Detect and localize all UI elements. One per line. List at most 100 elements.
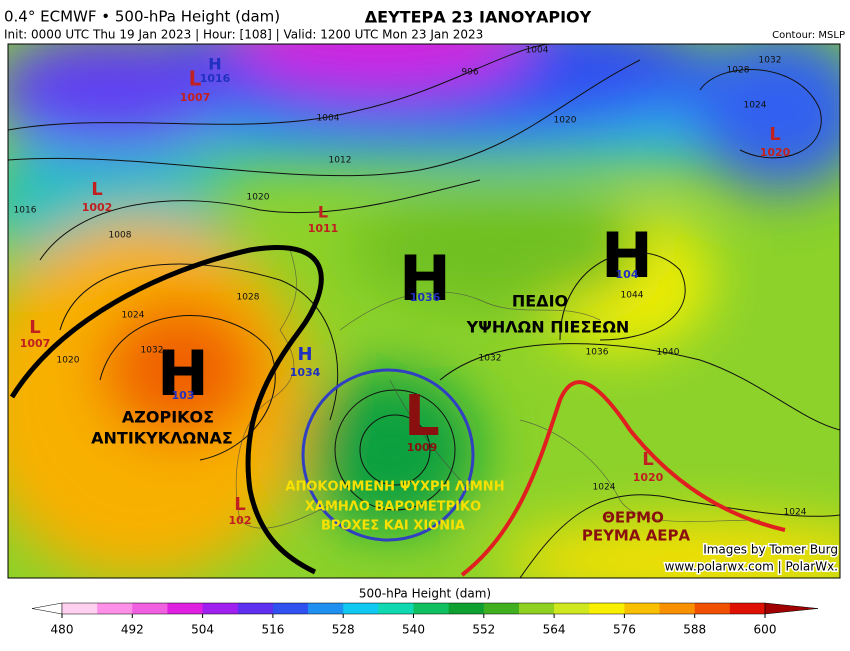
contour-label: 1016 [14, 206, 37, 216]
center-value: 1016 [200, 72, 231, 85]
center-letter: L [404, 384, 440, 449]
contour-label: 1012 [329, 156, 352, 166]
colorbar-segment [378, 603, 414, 614]
center-value: 104 [616, 268, 639, 281]
title: 0.4° ECMWF • 500-hPa Height (dam) [4, 8, 280, 26]
colorbar-tick-label: 540 [402, 623, 425, 637]
center-letter: H [208, 55, 221, 74]
annotation: ΡΕΥΜΑ ΑΕΡΑ [582, 527, 691, 545]
contour-label: 1044 [621, 291, 644, 301]
colorbar-segment [308, 603, 344, 614]
contour-label: 1028 [237, 293, 260, 303]
colorbar-tick-label: 504 [191, 623, 214, 637]
contour-label: 1028 [727, 66, 750, 76]
center-letter: L [769, 124, 780, 145]
contour-label: 1024 [122, 311, 145, 321]
center-letter: L [318, 203, 328, 222]
colorbar-segment [272, 603, 309, 614]
contour-label: 996 [461, 68, 478, 78]
center-letter: L [29, 317, 40, 338]
colorbar-tick-label: 564 [543, 623, 566, 637]
annotation: ΑΖΟΡΙΚΟΣ [122, 408, 214, 427]
center-letter: L [189, 67, 202, 91]
colorbar-segment [343, 603, 379, 614]
annotations: ΑΖΟΡΙΚΟΣ ΑΝΤΙΚΥΚΛΩΝΑΣ ΠΕΔΙΟ ΥΨΗΛΩΝ ΠΙΕΣΕΩΝ Α… [91, 292, 690, 545]
contour-label: 1020 [247, 193, 270, 203]
contour-label: 1032 [759, 56, 782, 66]
colorbar-end [764, 602, 819, 615]
annotation: ΧΑΜΗΛΟ ΒΑΡΟΜΕΤΡΙΚΟ [305, 500, 481, 515]
colorbar-segment [237, 603, 274, 614]
annotation: ΒΡΟΧΕΣ ΚΑΙ ΧΙΟΝΙΑ [321, 519, 465, 534]
colorbar-segment [729, 603, 766, 614]
colorbar-segment [413, 603, 450, 614]
colorbar-segment [694, 603, 731, 614]
center-value: 1036 [410, 291, 441, 304]
contour-label: 1036 [586, 348, 609, 358]
map-frame [7, 43, 841, 579]
center-value: 1020 [760, 146, 791, 159]
center-value: 1011 [308, 222, 339, 235]
colorbar-segment [554, 603, 590, 614]
colorbar-segment [62, 603, 98, 614]
colorbar-segment [167, 603, 204, 614]
init-line: Init: 0000 UTC Thu 19 Jan 2023 | Hour: [… [4, 28, 483, 42]
annotation: ΑΠΟΚΟΜΜΕΝΗ ΨΥΧΡΗ ΛΙΜΝΗ [285, 480, 504, 495]
credit: www.polarwx.com | PolarWx. [665, 560, 838, 574]
center-value: 1009 [407, 441, 438, 454]
contour-label: 1020 [554, 116, 577, 126]
contour-label: 1004 [526, 46, 549, 56]
colorbar-tick-label: 516 [261, 623, 284, 637]
colorbar-tick-label: 480 [51, 623, 74, 637]
headline: ΔΕΥΤΕΡΑ 23 ΙΑΝΟΥΑΡΙΟΥ [365, 8, 592, 27]
colorbar-tick-label: 600 [754, 623, 777, 637]
annotation: ΘΕΡΜΟ [602, 509, 664, 527]
center-letter: L [234, 494, 245, 515]
isobars [8, 44, 840, 578]
contour-label: 1032 [141, 346, 164, 356]
colorbar-segment [624, 603, 661, 614]
annotation: ΠΕΔΙΟ [512, 292, 568, 311]
center-value: 1034 [290, 366, 321, 379]
colorbar-segment [448, 603, 485, 614]
center-value: 1007 [180, 91, 211, 104]
colorbar-segment [97, 603, 133, 614]
annotation: ΥΨΗΛΩΝ ΠΙΕΣΕΩΝ [466, 318, 630, 337]
colorbar-segment [589, 603, 625, 614]
credit: Images by Tomer Burg [703, 543, 838, 557]
contour-label: 1024 [744, 101, 767, 111]
center-letter: H [601, 219, 653, 292]
colorbar-tick-label: 492 [121, 623, 144, 637]
cutoff-low-circle [301, 368, 475, 542]
annotation: ΑΝΤΙΚΥΚΛΩΝΑΣ [91, 429, 233, 448]
contour-label: 1020 [57, 356, 80, 366]
center-value: 1002 [82, 201, 113, 214]
center-value: 1020 [633, 471, 664, 484]
colorbar-segment [202, 603, 239, 614]
colorbar-tick-label: 528 [332, 623, 355, 637]
colorbar-label: 500-hPa Height (dam) [359, 587, 491, 601]
center-letter: L [91, 179, 102, 200]
colorbar-segment [483, 603, 520, 614]
ridge-line [9, 245, 324, 575]
colorbar-tick-label: 552 [472, 623, 495, 637]
contour-label: 1004 [317, 114, 340, 124]
center-value: 103 [172, 389, 195, 402]
contour-label: 1032 [479, 354, 502, 364]
contour-labels: 996 1004 1012 1020 1008 1016 1028 1024 1032 1020 1… [14, 46, 807, 518]
contour-label: 1040 [657, 348, 680, 358]
contour-note: Contour: MSLP [772, 30, 845, 41]
colorbar-end [31, 602, 63, 615]
colorbar-segment [132, 603, 168, 614]
warm-flow-line [460, 380, 786, 577]
center-letter: H [399, 242, 451, 315]
center-letter: L [642, 449, 653, 470]
contour-label: 1024 [784, 508, 807, 518]
center-letter: H [297, 344, 312, 365]
contour-label: 1024 [593, 483, 616, 493]
center-letter: H [157, 337, 209, 410]
center-value: 102 [229, 514, 252, 527]
